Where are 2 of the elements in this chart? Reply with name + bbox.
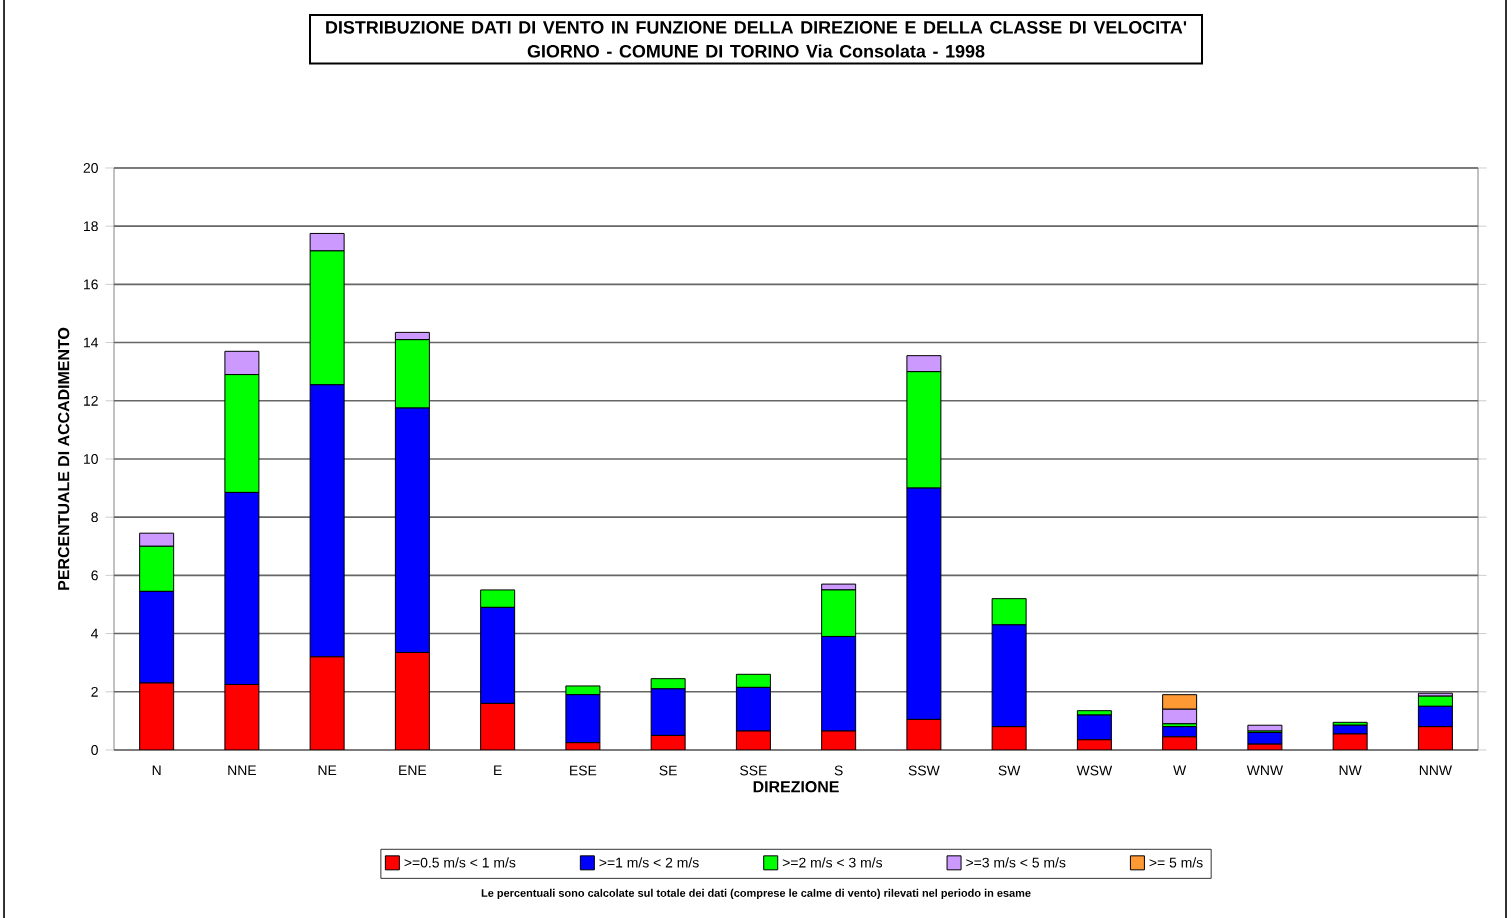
chart-title: DISTRIBUZIONE DATI DI VENTO IN FUNZIONE DELLA DIREZIONE E DELLA CLASSE DI VELOCITA' xyxy=(326,20,1187,34)
chart-subtitle: GIORNO - COMUNE DI TORINO Via Consolata - 1998 xyxy=(527,44,985,58)
